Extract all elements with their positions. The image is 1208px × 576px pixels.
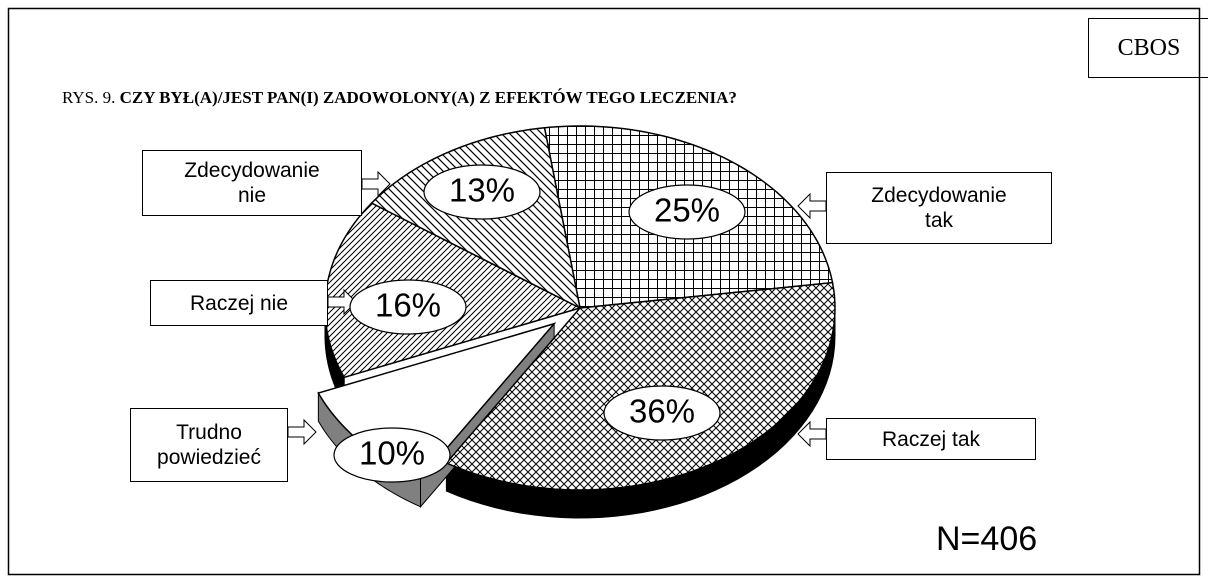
value-label: 16%	[375, 287, 441, 324]
value-label-bg	[628, 184, 746, 240]
pie-slice	[445, 281, 836, 491]
category-label: Trudno powiedzieć	[130, 408, 288, 482]
value-label: 25%	[654, 192, 720, 229]
callout-arrow	[797, 192, 827, 220]
chart-title: RYS. 9. CZY BYŁ(A)/JEST PAN(I) ZADOWOLON…	[62, 88, 737, 108]
value-label-bg	[349, 279, 467, 335]
callout-arrow	[361, 170, 391, 198]
note: N=406	[936, 520, 1038, 558]
callout-arrow	[287, 418, 317, 446]
category-label: Zdecydowanie tak	[826, 172, 1052, 244]
source: CBOS	[1088, 18, 1208, 78]
title-text: CZY BYŁ(A)/JEST PAN(I) ZADOWOLONY(A) Z E…	[119, 88, 737, 107]
frame	[7, 7, 1201, 576]
category-label: Zdecydowanie nie	[142, 150, 362, 216]
value-label-bg	[333, 427, 451, 483]
callout-arrow	[797, 420, 827, 448]
figure-label: RYS. 9.	[62, 88, 116, 107]
value-label: 13%	[449, 172, 515, 209]
value-label: 36%	[629, 393, 695, 430]
category-label: Raczej nie	[150, 280, 328, 326]
value-label-bg	[603, 385, 721, 441]
category-label: Raczej tak	[826, 418, 1036, 460]
value-label-bg	[423, 164, 541, 220]
value-labels: 25% 36% 10% 16% 13%	[333, 164, 746, 483]
arrows	[287, 170, 827, 448]
value-label: 10%	[359, 435, 425, 472]
